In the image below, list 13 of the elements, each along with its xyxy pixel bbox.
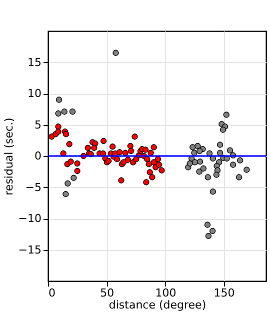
- y-tick-label: −15: [18, 243, 42, 256]
- y-tick-label: 10: [28, 87, 42, 100]
- x-tick-label: 100: [155, 286, 176, 300]
- x-tick-label: 0: [48, 286, 56, 300]
- x-axis-title: distance (degree): [108, 298, 206, 312]
- y-axis-title: residual (sec.): [2, 118, 16, 196]
- y-tick-label: 15: [28, 56, 42, 69]
- y-tick-label: −10: [18, 212, 42, 225]
- y-tick-label: −5: [25, 180, 42, 194]
- x-tick-label: 150: [214, 286, 235, 300]
- y-tick-label: 5: [34, 118, 42, 132]
- y-tick-label: 0: [34, 150, 42, 162]
- x-tick-label: 50: [100, 286, 114, 300]
